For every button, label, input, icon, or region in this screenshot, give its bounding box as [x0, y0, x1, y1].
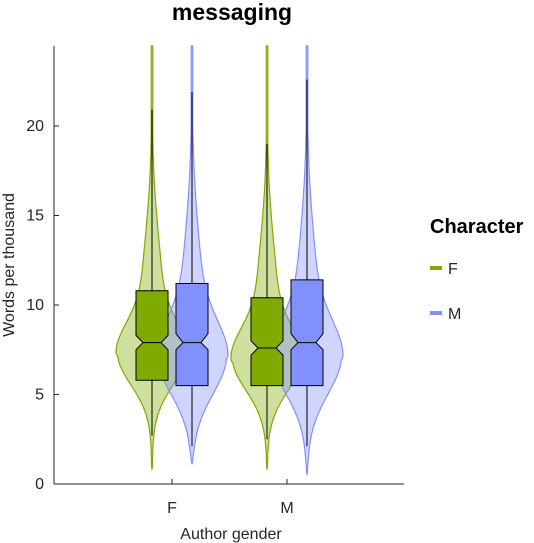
- box-m-f: [175, 283, 209, 387]
- box-f-m: [250, 297, 284, 387]
- box-f-f: [135, 290, 169, 381]
- x-tick-label: F: [167, 500, 177, 517]
- y-tick-label: 10: [26, 297, 44, 314]
- legend-title: Character: [430, 216, 524, 238]
- y-tick-label: 0: [35, 476, 44, 493]
- legend: FM: [430, 261, 461, 323]
- x-axis-label: Author gender: [180, 526, 282, 543]
- y-ticks: 0 5 10 15 20: [26, 118, 59, 493]
- legend-label-m: M: [448, 306, 461, 323]
- y-tick-label: 20: [26, 118, 44, 135]
- y-tick-label: 15: [26, 208, 44, 225]
- y-axis-label: Words per thousand: [1, 193, 18, 337]
- legend-label-f: F: [448, 261, 458, 278]
- box-m-m: [290, 279, 324, 387]
- y-tick-label: 5: [35, 387, 44, 404]
- plot-area: [115, 45, 344, 476]
- x-tick-label: M: [280, 500, 293, 517]
- chart-title: messaging: [172, 0, 292, 25]
